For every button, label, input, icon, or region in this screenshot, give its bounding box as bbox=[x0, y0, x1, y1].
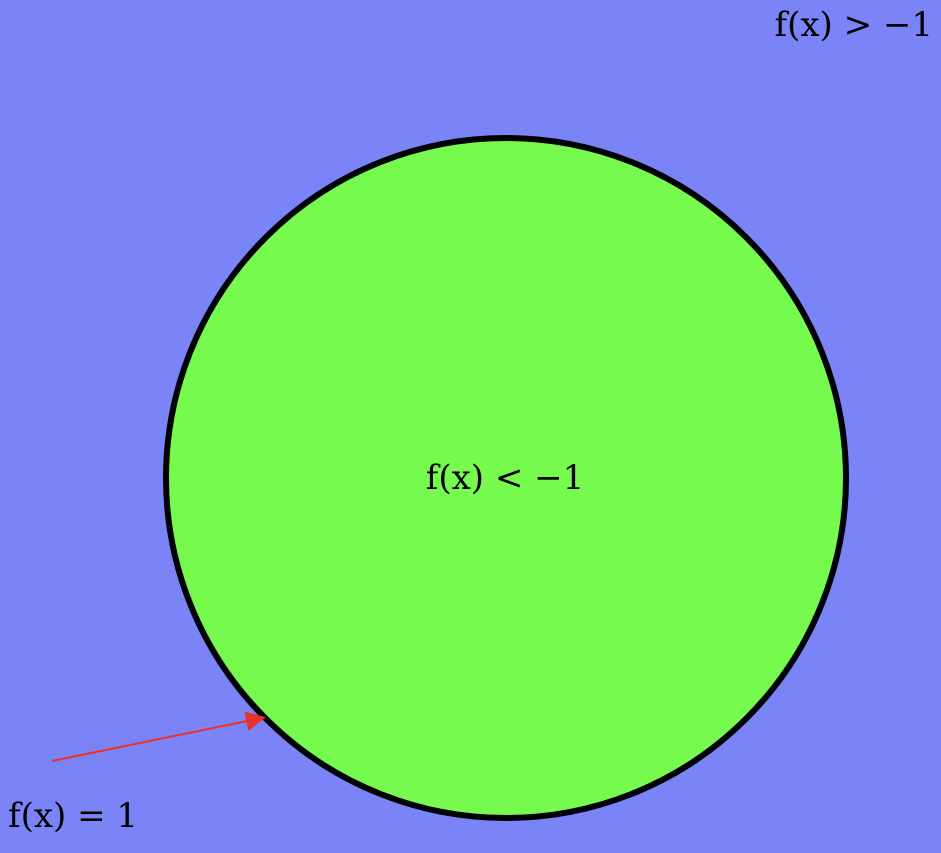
boundary-label: f(x) = 1 bbox=[8, 796, 139, 836]
outside-region-label: f(x) > −1 bbox=[774, 5, 933, 45]
inside-region-label: f(x) < −1 bbox=[425, 458, 585, 498]
inner-region-circle bbox=[163, 135, 849, 821]
boundary-arrow bbox=[51, 711, 266, 762]
